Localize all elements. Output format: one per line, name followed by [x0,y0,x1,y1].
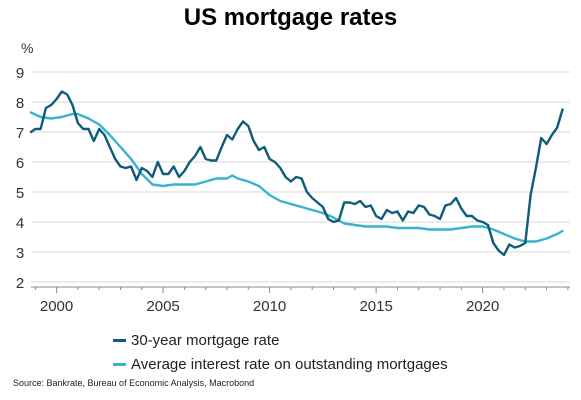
x-tick-label: 2005 [146,298,179,315]
x-tick-label: 2020 [466,298,499,315]
axes: 2 3 4 5 6 7 8 9 2000 2005 2010 2015 2020 [16,65,570,315]
x-tick-label: 2010 [253,298,286,315]
y-tick-label: 5 [16,185,24,202]
grid-lines [31,71,570,283]
legend-swatch-average-rate [113,362,126,366]
chart-title: US mortgage rates [183,4,398,31]
y-tick-label: 9 [16,65,24,82]
y-axis-unit-label: % [21,40,34,56]
legend-item-average-rate: Average interest rate on outstanding mor… [113,352,448,376]
source-note: Source: Bankrate, Bureau of Economic Ana… [13,378,255,388]
y-tick-label: 4 [16,215,24,232]
x-tick-label: 2000 [40,298,73,315]
legend-swatch-30-year-rate [113,338,126,342]
series-line-30-year-rate [29,90,564,257]
series-line-average-rate [29,111,564,243]
y-tick-label: 3 [16,245,24,262]
y-tick-label: 8 [16,95,24,112]
x-tick-label: 2015 [359,298,392,315]
legend: 30-year mortgage rate Average interest r… [113,328,448,376]
legend-label-average-rate: Average interest rate on outstanding mor… [131,355,448,373]
legend-item-30-year-rate: 30-year mortgage rate [113,328,448,352]
legend-label-30-year-rate: 30-year mortgage rate [131,331,280,349]
series-lines [29,90,564,257]
y-tick-label: 6 [16,155,24,172]
y-tick-label: 7 [16,125,24,142]
y-tick-label: 2 [16,275,24,292]
